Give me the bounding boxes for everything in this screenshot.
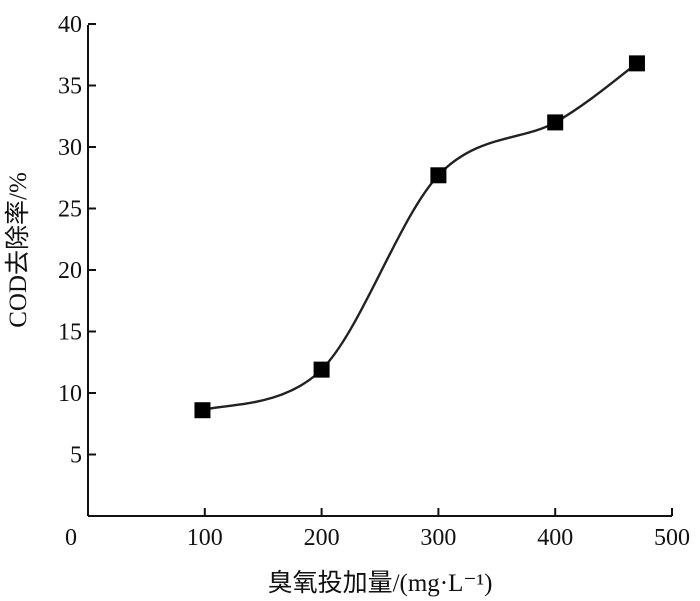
data-point-marker bbox=[313, 361, 330, 378]
y-tick-label: 10 bbox=[58, 381, 82, 407]
x-tick-label: 500 bbox=[654, 525, 690, 551]
y-tick-label: 25 bbox=[58, 197, 82, 223]
data-point-marker bbox=[547, 114, 564, 131]
x-tick-label: 200 bbox=[304, 525, 340, 551]
x-axis-title: 臭氧投加量/(mg·L⁻¹) bbox=[268, 569, 493, 597]
x-ticks: 0 100 200 300 400 500 bbox=[65, 508, 690, 551]
x-tick-label: 300 bbox=[420, 525, 456, 551]
data-point-marker bbox=[194, 402, 211, 419]
data-point-marker bbox=[628, 55, 645, 72]
x-tick-label: 100 bbox=[187, 525, 223, 551]
x-tick-label: 400 bbox=[537, 525, 573, 551]
y-tick-label: 35 bbox=[58, 74, 82, 100]
data-point-marker bbox=[430, 167, 447, 184]
x-tick-label: 0 bbox=[65, 525, 77, 551]
y-ticks: 5 10 15 20 25 30 35 40 bbox=[58, 12, 96, 469]
axes bbox=[87, 25, 672, 517]
series-line bbox=[202, 62, 638, 412]
y-tick-label: 30 bbox=[58, 135, 82, 161]
y-tick-label: 20 bbox=[58, 258, 82, 284]
y-tick-label: 15 bbox=[58, 320, 82, 346]
y-tick-label: 40 bbox=[58, 12, 82, 38]
y-axis-title: COD去除率/% bbox=[4, 172, 32, 328]
y-tick-label: 5 bbox=[70, 443, 82, 469]
series-markers bbox=[194, 55, 645, 419]
